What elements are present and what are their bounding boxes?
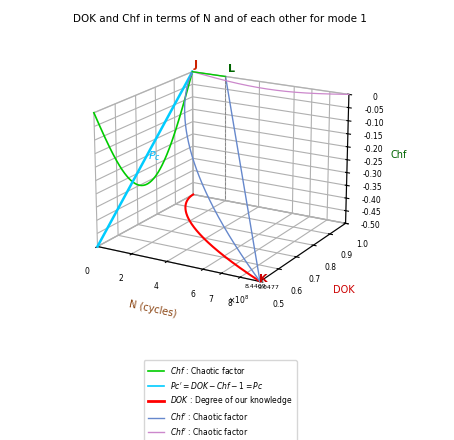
X-axis label: N (cycles): N (cycles) — [128, 300, 178, 319]
Y-axis label: DOK: DOK — [333, 285, 354, 294]
Legend: $\it{Chf}$ : Chaotic factor, $\it{Pc' = DOK - Chf - 1 = Pc}$, $\it{DOK}$ : Degre: $\it{Chf}$ : Chaotic factor, $\it{Pc' = … — [144, 360, 296, 440]
Title: DOK and Chf in terms of N and of each other for mode 1: DOK and Chf in terms of N and of each ot… — [73, 15, 367, 25]
